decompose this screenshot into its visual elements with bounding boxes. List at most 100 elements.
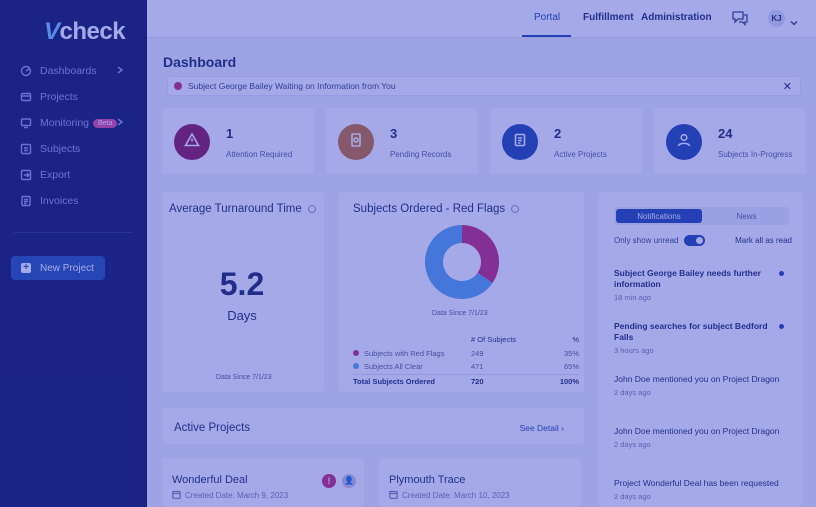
notification-time: 2 days ago <box>614 492 651 501</box>
turnaround-panel: Average Turnaround Time 5.2 Days Data Si… <box>162 192 324 392</box>
notification-text: Pending searches for subject Bedford Fal… <box>614 321 768 342</box>
top-navigation-bar: Portal Fulfillment Administration KJ <box>147 0 816 38</box>
stat-label: Active Projects <box>554 150 607 159</box>
new-project-label: New Project <box>40 262 94 274</box>
tab-news[interactable]: News <box>736 211 757 221</box>
new-project-button[interactable]: + New Project <box>11 256 105 280</box>
notification-item[interactable]: John Doe mentioned you on Project Dragon… <box>614 374 784 397</box>
sidebar-item-export[interactable]: Export <box>0 162 147 188</box>
stat-label: Subjects In-Progress <box>718 150 793 159</box>
notification-text: John Doe mentioned you on Project Dragon <box>614 426 780 436</box>
vcheck-logo[interactable]: Vcheck <box>44 18 126 46</box>
unread-dot <box>779 271 784 276</box>
sidebar-divider <box>14 232 133 233</box>
stat-value: 1 <box>226 126 234 141</box>
project-date: Created Date: March 9, 2023 <box>172 490 288 501</box>
row-pct: 65% <box>563 362 579 372</box>
sidebar-item-label: Subjects <box>40 143 81 155</box>
notification-time: 18 min ago <box>614 293 652 302</box>
row-pct: 35% <box>563 348 579 358</box>
logo-text: check <box>59 18 126 45</box>
sidebar-item-monitoring[interactable]: Monitoring Beta <box>0 110 147 136</box>
notification-time: 2 days ago <box>614 388 651 397</box>
folder-icon <box>20 91 32 103</box>
tab-fulfillment[interactable]: Fulfillment <box>583 12 634 23</box>
stat-value: 24 <box>718 126 733 141</box>
chevron-right-icon <box>115 117 125 127</box>
row-label: Subjects All Clear <box>364 362 423 372</box>
stat-card-attention[interactable]: 1 Attention Required <box>162 108 314 174</box>
only-unread-label: Only show unread <box>614 236 679 245</box>
see-detail-link[interactable]: See Detail › <box>520 423 564 433</box>
logo-v: V <box>44 18 60 45</box>
row-count: 471 <box>471 362 484 372</box>
sidebar-item-label: Projects <box>40 91 78 103</box>
legend-swatch <box>353 363 359 370</box>
user-icon <box>676 132 692 153</box>
alert-text: Subject George Bailey Waiting on Informa… <box>188 81 396 91</box>
chevron-down-icon[interactable] <box>790 14 798 26</box>
stat-circle <box>338 124 374 160</box>
project-card-wonderful-deal[interactable]: Wonderful Deal Created Date: March 9, 20… <box>162 458 364 507</box>
close-icon[interactable]: ✕ <box>782 81 792 93</box>
sidebar-item-label: Dashboards <box>40 65 97 77</box>
page-title: Dashboard <box>163 54 237 70</box>
stat-card-active-projects[interactable]: 2 Active Projects <box>490 108 642 174</box>
donut-slice-all-clear[interactable] <box>425 225 493 299</box>
info-icon[interactable] <box>307 204 316 213</box>
sidebar-item-subjects[interactable]: Subjects <box>0 136 147 162</box>
project-name: Plymouth Trace <box>389 474 466 486</box>
stat-card-subjects[interactable]: 24 Subjects In-Progress <box>654 108 806 174</box>
chat-icon[interactable] <box>730 9 750 27</box>
red-flags-title: Subjects Ordered - Red Flags <box>353 203 506 215</box>
active-projects-header: Active Projects See Detail › <box>162 408 584 444</box>
document-icon <box>348 132 364 153</box>
sidebar-item-projects[interactable]: Projects <box>0 84 147 110</box>
info-icon[interactable] <box>511 204 520 213</box>
monitor-icon <box>20 117 32 129</box>
tab-notifications[interactable]: Notifications <box>616 209 702 223</box>
table-row: Subjects All Clear 471 65% <box>353 360 579 374</box>
tab-administration[interactable]: Administration <box>641 12 712 23</box>
notification-item[interactable]: Subject George Bailey needs further info… <box>614 268 784 302</box>
donut-slice-red-flags[interactable] <box>462 225 499 283</box>
stat-label: Pending Records <box>390 150 452 159</box>
notification-item[interactable]: John Doe mentioned you on Project Dragon… <box>614 426 784 449</box>
alert-banner[interactable]: Subject George Bailey Waiting on Informa… <box>167 76 801 96</box>
stat-circle <box>502 124 538 160</box>
stat-card-pending[interactable]: 3 Pending Records <box>326 108 478 174</box>
chevron-right-icon: › <box>561 423 564 433</box>
sidebar-item-invoices[interactable]: Invoices <box>0 188 147 214</box>
user-badge-icon[interactable]: 👤 <box>342 474 356 488</box>
mark-all-read-link[interactable]: Mark all as read <box>735 236 792 245</box>
only-unread-toggle[interactable] <box>684 235 705 246</box>
turnaround-title: Average Turnaround Time <box>169 203 302 215</box>
table-header-row: # Of Subjects % <box>353 332 579 346</box>
notification-time: 3 hours ago <box>614 346 654 355</box>
alert-badge-icon[interactable]: ! <box>322 474 336 488</box>
total-count: 720 <box>471 373 541 388</box>
panel-title: Subjects Ordered - Red Flags <box>353 203 520 215</box>
sidebar-item-dashboards[interactable]: Dashboards <box>0 58 147 84</box>
notifications-panel: Notifications News Only show unread Mark… <box>598 192 803 507</box>
notification-item[interactable]: Project Wonderful Deal has been requeste… <box>614 478 784 501</box>
table-total-row: Total Subjects Ordered 720 100% <box>353 373 579 388</box>
stat-circle <box>174 124 210 160</box>
plus-icon: + <box>21 263 31 273</box>
tab-portal[interactable]: Portal <box>534 12 561 23</box>
stat-circle <box>666 124 702 160</box>
chevron-right-icon <box>115 65 125 75</box>
red-flags-panel: Subjects Ordered - Red Flags Data Since … <box>339 192 584 392</box>
notification-item[interactable]: Pending searches for subject Bedford Fal… <box>614 321 784 355</box>
data-since-note: Data Since 7/1/23 <box>216 374 272 381</box>
stat-value: 2 <box>554 126 562 141</box>
data-since-note: Data Since 7/1/23 <box>432 310 488 317</box>
notifications-tabs: Notifications News <box>614 207 789 225</box>
beta-badge: Beta <box>93 118 118 128</box>
stat-label: Attention Required <box>226 150 293 159</box>
sidebar-nav: Dashboards Projects Monitoring Beta Subj… <box>0 58 147 214</box>
row-count: 249 <box>471 348 484 358</box>
user-avatar[interactable]: KJ <box>768 10 785 27</box>
project-card-plymouth-trace[interactable]: Plymouth Trace Created Date: March 10, 2… <box>379 458 581 507</box>
alert-icon <box>174 82 182 90</box>
